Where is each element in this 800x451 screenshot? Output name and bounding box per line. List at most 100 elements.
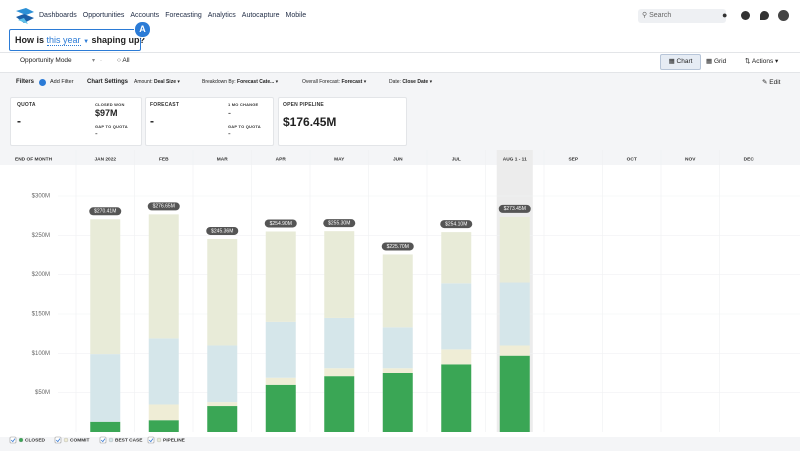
search-box[interactable]: ⚲ Search xyxy=(638,9,726,23)
bar-segment xyxy=(324,231,355,318)
total-pill xyxy=(323,219,356,228)
filter-value: Forecast xyxy=(341,79,363,85)
total-label: $254.90M xyxy=(270,221,292,227)
header-row xyxy=(0,150,800,165)
edit-text: Edit xyxy=(769,79,781,86)
bar-segment xyxy=(441,349,472,365)
bar-segment xyxy=(265,231,296,322)
y-tick-label: $100M xyxy=(32,351,50,357)
bar-segment xyxy=(207,238,238,346)
bar-segment xyxy=(207,406,238,432)
legend-label: COMMIT xyxy=(70,437,90,443)
bar-segment xyxy=(324,317,355,369)
filter-key: Breakdown By: xyxy=(202,79,236,85)
legend-checkbox xyxy=(99,436,107,444)
card-value: - xyxy=(228,108,231,118)
period-select[interactable]: this year xyxy=(46,35,81,46)
bar-segment xyxy=(324,376,355,432)
filter-chip[interactable]: Amount: Deal Size ▾ xyxy=(134,79,180,85)
total-label: $270.41M xyxy=(94,209,116,215)
legend-checkbox xyxy=(147,436,155,444)
card-value: $176.45M xyxy=(283,115,337,129)
x-tick-label: DEC xyxy=(744,156,755,162)
legend-check xyxy=(55,438,61,443)
filter-chip[interactable]: Breakdown By: Forecast Cate... ▾ xyxy=(202,79,279,85)
nav-link[interactable]: Accounts xyxy=(130,12,160,19)
card-label: FORECAST xyxy=(150,102,180,108)
filter-chip[interactable]: Overall Forecast: Forecast ▾ xyxy=(302,79,367,85)
card-label: OPEN PIPELINE xyxy=(283,102,324,108)
nav-link[interactable]: Analytics xyxy=(207,12,236,19)
legend-label: BEST CASE xyxy=(115,437,143,443)
header-prefix: How is xyxy=(15,35,45,45)
grid-toggle[interactable]: ▦ Grid xyxy=(706,58,727,65)
x-tick-label: SEP xyxy=(568,156,578,162)
x-tick-label: MAR xyxy=(217,156,228,162)
bell-icon[interactable]: ● xyxy=(722,10,728,20)
x-tick-label: OCT xyxy=(627,156,637,162)
add-filter[interactable]: Add Filter xyxy=(50,79,74,85)
legend-checkbox xyxy=(9,436,17,444)
total-label: $273.45M xyxy=(504,206,526,212)
chart-toggle[interactable]: ▦ Chart xyxy=(660,54,701,70)
card-label: GAP TO QUOTA xyxy=(228,124,261,129)
total-pill xyxy=(89,207,122,216)
bar-segment xyxy=(499,216,530,283)
scope-select[interactable]: ○ All xyxy=(117,57,130,64)
x-axis-label: END OF MONTH xyxy=(15,156,53,162)
header-suffix: shaping up? xyxy=(91,35,146,45)
legend-label: PIPELINE xyxy=(163,437,186,443)
toolbar xyxy=(0,52,800,73)
mode-caret: ▾ · xyxy=(92,58,103,64)
bar-segment xyxy=(324,368,355,377)
help-icon[interactable] xyxy=(741,11,750,20)
legend-check xyxy=(10,438,16,443)
mode-select[interactable]: Opportunity Mode xyxy=(20,57,72,64)
legend-swatch xyxy=(156,437,162,443)
y-tick-label: $150M xyxy=(32,312,50,318)
x-tick-label: JUL xyxy=(452,156,461,162)
card-label: CLOSED WON xyxy=(95,102,125,107)
x-tick-label: MAY xyxy=(334,156,345,162)
filter-key: Amount: xyxy=(134,79,153,85)
card-label: 1 MO CHANGE xyxy=(228,102,259,107)
x-tick-label: NOV xyxy=(685,156,696,162)
total-pill xyxy=(498,204,531,213)
edit-button[interactable]: ✎ Edit xyxy=(762,79,781,86)
x-tick-label: FEB xyxy=(159,156,169,162)
header-question: How is this year ▼ shaping up? xyxy=(9,29,145,51)
grid-toggle-text: Grid xyxy=(713,58,727,65)
card-value: - xyxy=(228,129,231,138)
actions-menu[interactable]: ⇅ Actions ▾ xyxy=(745,58,779,65)
bar-segment xyxy=(441,364,472,432)
nav-link[interactable]: Forecasting xyxy=(165,12,202,19)
nav-link[interactable]: Mobile xyxy=(285,12,307,19)
bar-segment xyxy=(382,254,413,328)
y-tick-label: $300M xyxy=(32,194,50,200)
nav-link[interactable]: Dashboards xyxy=(39,12,77,19)
bar-segment xyxy=(265,377,296,385)
add-filter-icon[interactable] xyxy=(39,79,46,86)
location-icon[interactable] xyxy=(760,11,769,20)
avatar[interactable] xyxy=(778,10,789,21)
bar-segment xyxy=(441,232,472,284)
filters-label: Filters xyxy=(16,79,35,85)
chart-settings: Chart Settings xyxy=(87,79,129,85)
card-value: - xyxy=(95,129,98,138)
card xyxy=(10,97,142,146)
bar-segment xyxy=(148,214,179,339)
nav-link[interactable]: Opportunities xyxy=(82,12,125,19)
total-label: $245.36M xyxy=(211,228,233,234)
legend-swatch xyxy=(63,437,69,443)
logo xyxy=(16,8,34,24)
filter-key: Date: xyxy=(389,79,401,85)
nav-links: Dashboards Opportunities Accounts Forecasti… xyxy=(39,12,306,19)
legend-label: CLOSED xyxy=(25,437,46,443)
bar-segment xyxy=(499,345,530,356)
total-pill xyxy=(264,219,297,228)
filter-key: Overall Forecast: xyxy=(302,79,341,85)
filter-chip[interactable]: Date: Close Date ▾ xyxy=(389,79,433,85)
nav-link[interactable]: Autocapture xyxy=(241,12,280,19)
legend-check xyxy=(100,438,106,443)
badge: A xyxy=(134,21,151,38)
